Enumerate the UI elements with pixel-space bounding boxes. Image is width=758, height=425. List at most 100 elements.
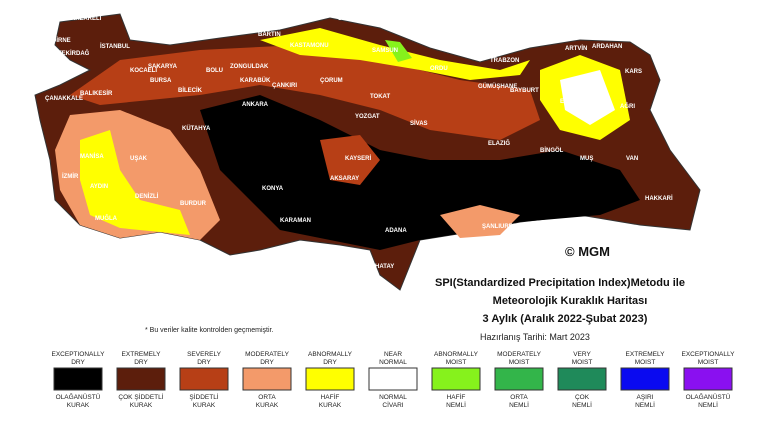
legend-label-en: MOIST: [572, 359, 593, 366]
legend-label-en: NEAR: [384, 351, 402, 358]
city-label: VAN: [626, 156, 638, 162]
city-label: BARTIN: [258, 32, 281, 38]
city-label: KARS: [625, 69, 642, 75]
legend-label-en: EXCEPTIONALLY: [682, 351, 736, 358]
legend-label-en: MOIST: [698, 359, 719, 366]
region-severe-center: [320, 135, 380, 185]
region-moist: [385, 40, 412, 62]
city-label: MERSİN: [300, 250, 323, 257]
city-label: AYDIN: [90, 184, 108, 190]
legend: EXCEPTIONALLYDRYOLAĞANÜSTÜKURAKEXTREMELY…: [52, 351, 736, 409]
city-label: KÜTAHYA: [182, 125, 211, 132]
legend-label-tr: ORTA: [258, 394, 276, 401]
legend-label-en: ABNORMALLY: [434, 351, 479, 358]
legend-label-en: MOIST: [635, 359, 656, 366]
city-label: MUŞ: [580, 156, 593, 162]
city-label: ZONGULDAK: [230, 64, 269, 70]
legend-label-en: MOIST: [446, 359, 467, 366]
legend-swatch: [557, 367, 607, 391]
city-label: ELAZIĞ: [488, 139, 510, 147]
city-label: TEKİRDAĞ: [58, 49, 90, 57]
city-label: YOZGAT: [355, 114, 380, 120]
city-label: ANTALYA: [178, 244, 206, 250]
city-label: ERZURUM: [560, 99, 590, 105]
credit: © MGM: [565, 244, 610, 259]
city-label: BURSA: [150, 78, 172, 84]
city-label: ORDU: [430, 66, 448, 72]
map: [34, 13, 701, 291]
city-label: BAYBURT: [510, 88, 539, 94]
region-yellow-west: [80, 130, 190, 235]
city-label: UŞAK: [130, 156, 148, 162]
legend-label-en: EXTREMELY: [122, 351, 162, 358]
city-label: KAYSERİ: [345, 155, 371, 162]
legend-label-en: DRY: [323, 359, 337, 366]
city-label: AĞRI: [620, 102, 635, 110]
legend-label-en: DRY: [260, 359, 274, 366]
date: Hazırlanış Tarihi: Mart 2023: [480, 332, 590, 342]
legend-label-en: MODERATELY: [497, 351, 541, 358]
legend-label-en: DRY: [71, 359, 85, 366]
title-line: Meteorolojik Kuraklık Haritası: [493, 295, 648, 307]
legend-label-tr: HAFİF: [321, 392, 340, 401]
region-black: [200, 95, 640, 250]
city-label: ÇORUM: [320, 78, 343, 84]
city-label: KASTAMONU: [290, 43, 329, 49]
city-label: HAKKARİ: [645, 195, 673, 202]
legend-label-tr: HAFİF: [447, 392, 466, 401]
note: * Bu veriler kalite kontrolden geçmemişt…: [145, 327, 273, 334]
legend-swatch: [242, 367, 292, 391]
city-label: BİNGÖL: [540, 147, 564, 154]
city-label: ŞANLIURFA: [482, 224, 517, 230]
legend-label-tr: KURAK: [193, 402, 216, 409]
legend-swatch: [53, 367, 103, 391]
legend-label-en: DRY: [134, 359, 148, 366]
city-label: ÇANKIRI: [272, 83, 297, 89]
title-line: SPI(Standardized Precipitation Index)Met…: [435, 277, 685, 289]
city-label: KARAMAN: [280, 218, 311, 224]
legend-label-tr: NEMLİ: [446, 400, 466, 409]
legend-label-en: DRY: [197, 359, 211, 366]
legend-label-tr: NEMLİ: [509, 400, 529, 409]
city-label: KOCAELİ: [130, 67, 157, 74]
city-label: SİNOP: [338, 15, 357, 22]
legend-label-tr: ORTA: [510, 394, 528, 401]
legend-swatch: [179, 367, 229, 391]
city-label: ADANA: [385, 228, 407, 234]
legend-label-tr: NEMLİ: [635, 400, 655, 409]
legend-swatch: [494, 367, 544, 391]
city-label: ANKARA: [242, 102, 269, 108]
legend-label-tr: KURAK: [130, 402, 153, 409]
city-label: BOLU: [206, 68, 223, 74]
city-label: İZMİR: [62, 173, 79, 180]
city-labels: KIRKLARELİ EDİRNE TEKİRDAĞ İSTANBUL ÇANAKKAL…: [45, 15, 673, 270]
legend-swatch: [368, 367, 418, 391]
legend-swatch: [431, 367, 481, 391]
legend-label-en: VERY: [573, 351, 591, 358]
city-label: TOKAT: [370, 94, 390, 100]
city-label: MUĞLA: [95, 214, 118, 222]
legend-label-en: SEVERELY: [187, 351, 222, 358]
city-label: BURDUR: [180, 201, 207, 207]
city-label: EDİRNE: [48, 37, 71, 44]
legend-swatch: [116, 367, 166, 391]
city-label: ARTVİN: [565, 45, 587, 52]
legend-label-tr: KURAK: [67, 402, 90, 409]
legend-label-tr: OLAĞANÜSTÜ: [686, 392, 731, 401]
city-label: HATAY: [375, 264, 394, 270]
legend-label-tr: ÇOK: [575, 394, 590, 401]
legend-label-tr: AŞIRI: [637, 394, 654, 401]
region-moderate-south: [440, 205, 520, 238]
legend-swatch: [305, 367, 355, 391]
city-label: GÜMÜŞHANE: [478, 83, 517, 90]
legend-label-tr: ŞİDDETLİ: [189, 392, 218, 401]
legend-label-en: MOIST: [509, 359, 530, 366]
city-label: KONYA: [262, 186, 284, 192]
legend-swatch: [683, 367, 733, 391]
legend-label-tr: KURAK: [256, 402, 279, 409]
legend-label-en: ABNORMALLY: [308, 351, 353, 358]
legend-label-tr: OLAĞANÜSTÜ: [56, 392, 101, 401]
city-label: DENİZLİ: [135, 193, 159, 200]
legend-label-en: NORMAL: [379, 359, 407, 366]
